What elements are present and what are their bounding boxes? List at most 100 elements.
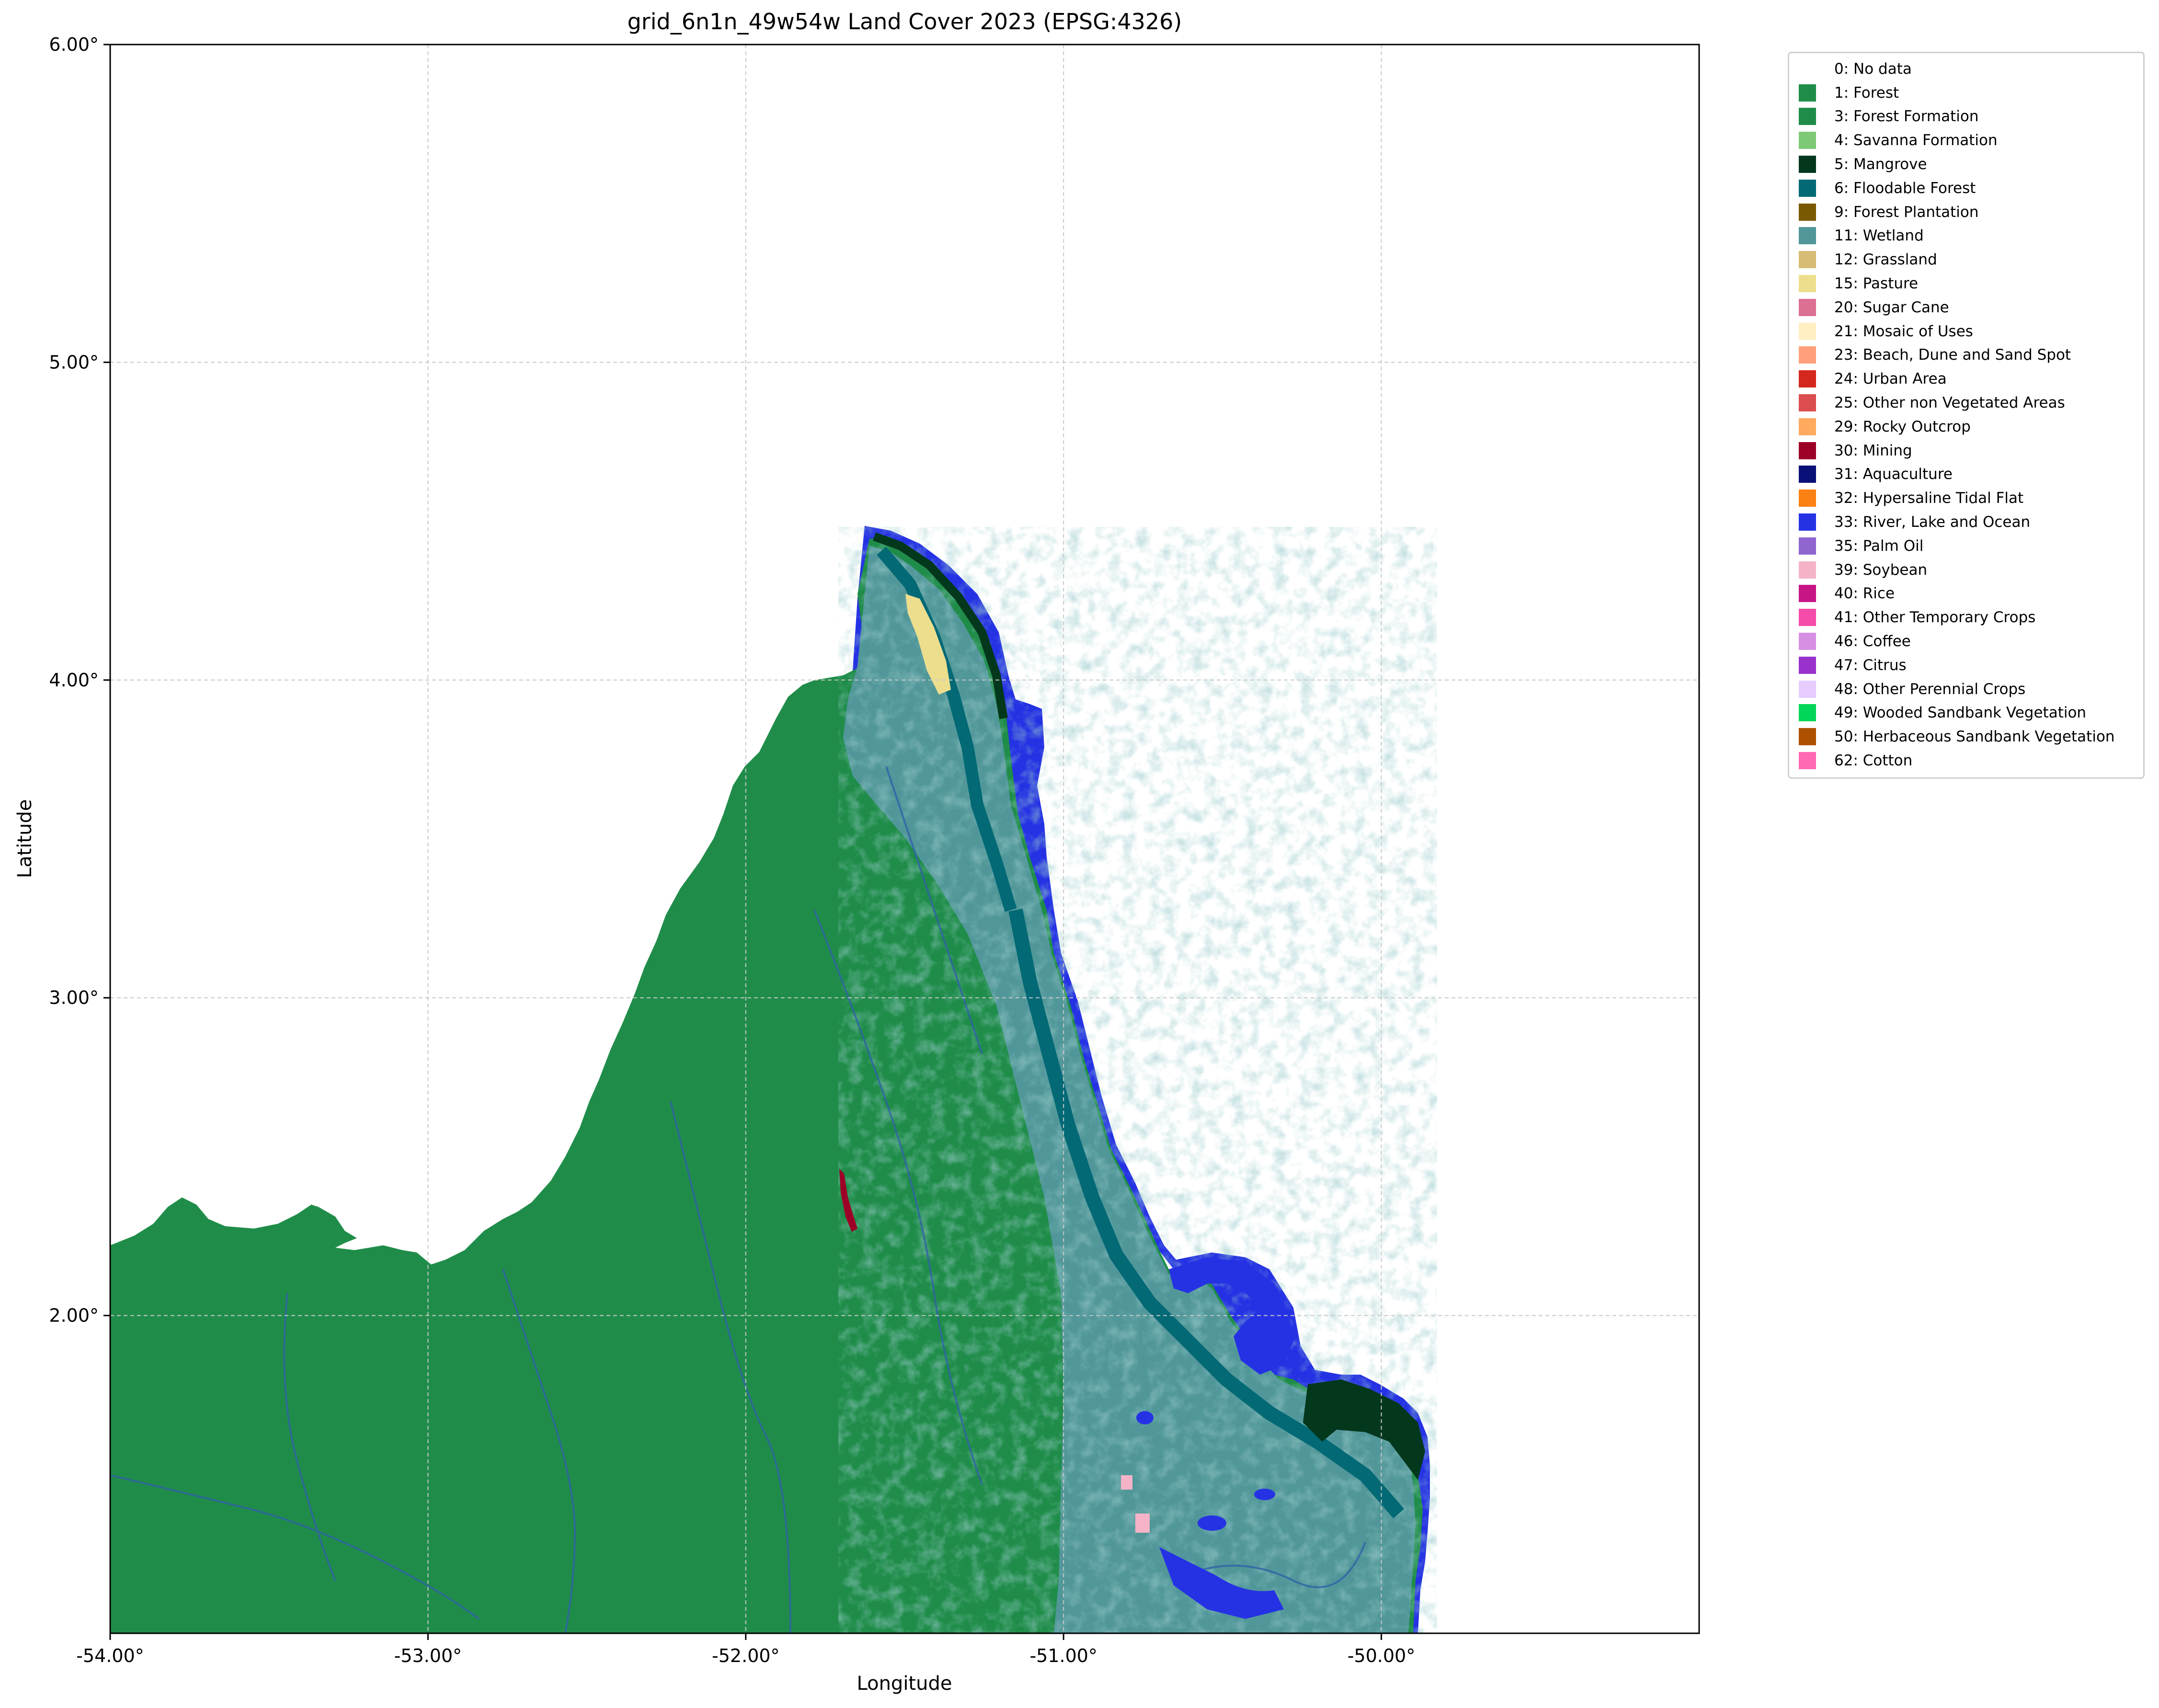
- legend-label: 9: Forest Plantation: [1834, 203, 1979, 221]
- legend-label: 3: Forest Formation: [1834, 108, 1979, 125]
- legend-item: 33: River, Lake and Ocean: [1799, 510, 2138, 534]
- legend-item: 62: Cotton: [1799, 749, 2138, 773]
- x-tick-label: -54.00°: [76, 1645, 144, 1666]
- y-axis: 6.00° 5.00° 4.00° 3.00° 2.00°: [49, 34, 110, 1326]
- plot-frame: [109, 44, 1700, 1634]
- legend-item: 4: Savanna Formation: [1799, 128, 2138, 152]
- x-axis-label: Longitude: [857, 1673, 952, 1695]
- legend-label: 11: Wetland: [1834, 227, 1924, 245]
- y-tick-label: 6.00°: [49, 34, 99, 55]
- legend-swatch: [1799, 585, 1816, 603]
- legend-label: 35: Palm Oil: [1834, 537, 1924, 555]
- river-lake-ocean-detail: [1136, 1411, 1284, 1619]
- legend-label: 23: Beach, Dune and Sand Spot: [1834, 346, 2071, 364]
- legend-label: 25: Other non Vegetated Areas: [1834, 394, 2065, 412]
- mining-patch: [839, 1169, 857, 1232]
- legend-item: 24: Urban Area: [1799, 367, 2138, 391]
- river-network: [110, 766, 1366, 1633]
- legend-swatch: [1799, 728, 1816, 746]
- legend-item: 40: Rice: [1799, 582, 2138, 606]
- legend-swatch: [1799, 442, 1816, 459]
- legend-label: 41: Other Temporary Crops: [1834, 609, 2036, 626]
- legend-swatch: [1799, 156, 1816, 173]
- legend-swatch: [1799, 346, 1816, 364]
- legend: 0: No data 1: Forest 3: Forest Formation 4:…: [1788, 52, 2145, 779]
- legend-swatch: [1799, 418, 1816, 435]
- mangrove-strip: [1303, 1379, 1425, 1480]
- legend-item: 6: Floodable Forest: [1799, 176, 2138, 200]
- legend-item: 20: Sugar Cane: [1799, 296, 2138, 319]
- legend-label: 48: Other Perennial Crops: [1834, 680, 2026, 698]
- x-tick-label: -51.00°: [1029, 1645, 1097, 1666]
- legend-label: 15: Pasture: [1834, 275, 1919, 293]
- legend-item: 11: Wetland: [1799, 224, 2138, 248]
- legend-item: 25: Other non Vegetated Areas: [1799, 391, 2138, 415]
- legend-item: 48: Other Perennial Crops: [1799, 677, 2138, 701]
- legend-item: 46: Coffee: [1799, 629, 2138, 653]
- legend-item: 15: Pasture: [1799, 272, 2138, 296]
- mangrove-strip: [872, 532, 1008, 719]
- legend-swatch: [1799, 179, 1816, 197]
- legend-swatch: [1799, 752, 1816, 769]
- legend-item: 23: Beach, Dune and Sand Spot: [1799, 343, 2138, 367]
- legend-label: 50: Herbaceous Sandbank Vegetation: [1834, 728, 2115, 746]
- legend-label: 32: Hypersaline Tidal Flat: [1834, 490, 2024, 507]
- legend-label: 46: Coffee: [1834, 633, 1911, 650]
- legend-item: 1: Forest: [1799, 81, 2138, 105]
- legend-item: 0: No data: [1799, 57, 2138, 81]
- floodable-forest-strip: [877, 547, 1017, 912]
- legend-label: 33: River, Lake and Ocean: [1834, 513, 2031, 531]
- legend-item: 49: Wooded Sandbank Vegetation: [1799, 701, 2138, 725]
- legend-swatch: [1799, 394, 1816, 412]
- legend-swatch: [1799, 513, 1816, 531]
- legend-swatch: [1799, 108, 1816, 125]
- legend-label: 47: Citrus: [1834, 656, 1907, 674]
- legend-item: 12: Grassland: [1799, 248, 2138, 272]
- legend-label: 5: Mangrove: [1834, 156, 1927, 173]
- y-tick-label: 2.00°: [49, 1305, 99, 1326]
- y-tick-label: 5.00°: [49, 352, 99, 373]
- legend-item: 9: Forest Plantation: [1799, 200, 2138, 224]
- legend-swatch: [1799, 84, 1816, 102]
- legend-label: 49: Wooded Sandbank Vegetation: [1834, 704, 2087, 722]
- legend-label: 40: Rice: [1834, 585, 1895, 603]
- legend-label: 62: Cotton: [1834, 752, 1913, 769]
- legend-item: 29: Rocky Outcrop: [1799, 415, 2138, 439]
- y-tick-label: 3.00°: [49, 987, 99, 1008]
- legend-swatch: [1799, 203, 1816, 221]
- legend-label: 24: Urban Area: [1834, 370, 1947, 388]
- legend-label: 30: Mining: [1834, 442, 1912, 459]
- legend-item: 39: Soybean: [1799, 558, 2138, 582]
- legend-swatch: [1799, 132, 1816, 149]
- soybean-patch: [1121, 1475, 1132, 1490]
- legend-swatch: [1799, 370, 1816, 388]
- legend-swatch: [1799, 251, 1816, 269]
- legend-label: 6: Floodable Forest: [1834, 179, 1976, 197]
- x-tick-label: -50.00°: [1348, 1645, 1416, 1666]
- soybean-patch: [1135, 1514, 1150, 1533]
- legend-item: 32: Hypersaline Tidal Flat: [1799, 486, 2138, 510]
- pasture-patch: [905, 594, 951, 695]
- legend-swatch: [1799, 561, 1816, 579]
- legend-swatch: [1799, 609, 1816, 626]
- bay-water: [1169, 1257, 1293, 1375]
- legend-swatch: [1799, 60, 1816, 78]
- legend-swatch: [1799, 680, 1816, 698]
- legend-item: 41: Other Temporary Crops: [1799, 605, 2138, 629]
- grid-lines: [110, 45, 1699, 1633]
- legend-item: 35: Palm Oil: [1799, 534, 2138, 558]
- legend-label: 21: Mosaic of Uses: [1834, 322, 1973, 340]
- floodable-forest-strip: [1008, 909, 1405, 1518]
- x-tick-label: -52.00°: [712, 1645, 780, 1666]
- legend-label: 4: Savanna Formation: [1834, 132, 1998, 149]
- legend-item: 30: Mining: [1799, 439, 2138, 463]
- y-tick-label: 4.00°: [49, 670, 99, 691]
- legend-label: 0: No data: [1834, 60, 1912, 78]
- legend-item: 21: Mosaic of Uses: [1799, 319, 2138, 343]
- legend-label: 31: Aquaculture: [1834, 466, 1953, 483]
- legend-label: 12: Grassland: [1834, 251, 1937, 269]
- legend-swatch: [1799, 704, 1816, 722]
- legend-label: 29: Rocky Outcrop: [1834, 418, 1971, 435]
- map-title: grid_6n1n_49w54w Land Cover 2023 (EPSG:4…: [627, 9, 1182, 34]
